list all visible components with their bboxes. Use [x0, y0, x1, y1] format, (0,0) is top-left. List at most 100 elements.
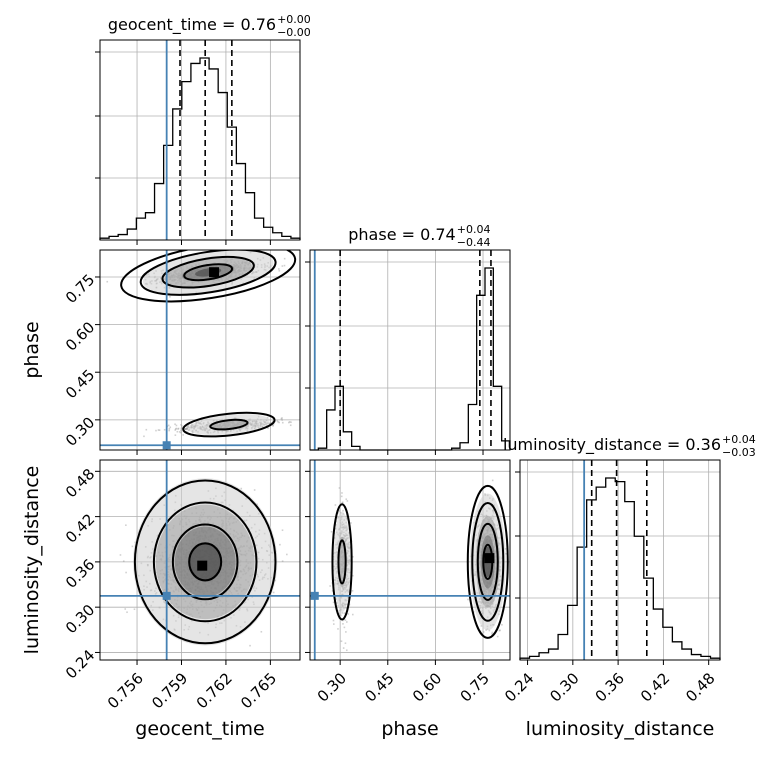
x-axis-label-phase: phase: [381, 718, 438, 740]
x-tick-label: 0.45: [361, 669, 397, 705]
contour-level-1: [182, 411, 276, 438]
sample-point: [143, 435, 145, 438]
truth-marker: [162, 591, 171, 600]
sample-point: [157, 429, 160, 431]
x-axis-label-luminosity_distance: luminosity_distance: [526, 718, 715, 740]
sample-point: [278, 421, 280, 424]
sample-point: [119, 554, 122, 556]
sample-point: [268, 422, 270, 425]
sample-point: [344, 619, 347, 621]
sample-point: [341, 612, 343, 614]
sample-point: [266, 416, 269, 419]
panel-title-sup-luminosity_distance: +0.04: [722, 433, 756, 446]
sample-point: [330, 530, 333, 533]
sample-point: [191, 423, 193, 425]
sample-point: [174, 423, 176, 426]
x-tick-label: 0.48: [682, 669, 718, 705]
sample-point: [289, 424, 292, 427]
sample-point: [167, 424, 170, 427]
x-tick-label: 0.759: [148, 669, 191, 712]
sample-point: [145, 428, 148, 431]
panel-frame-0-0: [99, 39, 301, 241]
sample-point: [184, 428, 187, 431]
sample-point: [345, 498, 348, 501]
sample-point: [335, 602, 338, 604]
sample-point: [277, 421, 279, 423]
sample-point: [340, 614, 342, 617]
x-tick-label: 0.24: [501, 669, 537, 705]
x-tick-label: 0.765: [237, 669, 280, 712]
sample-point: [332, 601, 335, 604]
sample-point: [175, 424, 178, 427]
panel-title-sub-luminosity_distance: −0.03: [722, 446, 756, 459]
sample-point: [346, 518, 348, 520]
panel-title-sup-phase: +0.04: [457, 223, 491, 236]
sample-point: [181, 425, 183, 427]
sample-point: [186, 430, 188, 433]
sample-point: [176, 430, 179, 433]
contour-level-2: [152, 501, 258, 623]
sample-point: [179, 431, 182, 434]
x-tick-label: 0.75: [457, 669, 493, 705]
sample-point: [346, 621, 348, 623]
sample-point: [260, 630, 263, 633]
sample-point: [345, 631, 347, 633]
sample-point: [126, 611, 128, 614]
contour-level-1: [171, 523, 239, 601]
contour-level-1: [161, 255, 255, 289]
sample-point: [342, 647, 345, 649]
sample-point: [281, 265, 284, 267]
panel-title-sub-geocent_time: −0.00: [277, 26, 311, 39]
x-tick-label: 0.762: [193, 669, 236, 712]
sample-point: [352, 555, 354, 558]
sample-point: [332, 619, 335, 622]
scatter-geocent_time-phase: [106, 250, 297, 438]
sample-point: [272, 591, 275, 594]
sample-point: [467, 598, 469, 601]
sample-point: [281, 419, 283, 421]
sample-point: [498, 629, 501, 632]
histogram-geocent_time: [99, 57, 301, 240]
sample-point: [131, 545, 134, 548]
sample-point: [347, 613, 349, 615]
sample-point: [351, 590, 354, 592]
sample-point: [286, 553, 288, 556]
sample-point: [185, 428, 188, 430]
sample-point: [276, 419, 279, 422]
scatter-phase-luminosity_distance: [329, 479, 509, 652]
sample-point: [288, 421, 290, 424]
x-tick-label: 0.30: [546, 669, 582, 705]
contour-level-3: [133, 479, 277, 645]
panel-frame-0-2: [99, 459, 301, 661]
y-tick-label: 0.42: [62, 510, 98, 546]
density-peak: [484, 553, 495, 564]
x-tick-label: 0.756: [104, 669, 147, 712]
sample-point: [288, 421, 291, 423]
sample-point: [265, 424, 268, 427]
sample-point: [175, 427, 178, 430]
sample-point: [488, 629, 491, 632]
contour-level-3: [120, 250, 297, 303]
panel-frame-0-1: [99, 249, 301, 451]
sample-point: [174, 428, 177, 430]
y-tick-label: 0.48: [62, 465, 98, 501]
sample-point: [169, 296, 171, 298]
sample-point: [186, 427, 189, 430]
sample-point: [186, 428, 188, 431]
y-axis-label-luminosity_distance: luminosity_distance: [21, 466, 43, 655]
sample-point: [122, 560, 125, 563]
grid-2-2: [520, 460, 720, 660]
contour-level-2: [139, 250, 277, 296]
sample-point: [168, 429, 170, 432]
sample-point: [283, 264, 286, 267]
sample-point: [329, 585, 331, 587]
contour-level-1: [331, 503, 353, 621]
sample-point: [338, 487, 341, 489]
sample-point: [180, 424, 182, 426]
sample-point: [283, 257, 286, 260]
sample-point: [278, 269, 281, 272]
contour-level-0: [337, 539, 347, 585]
x-axis-label-geocent_time: geocent_time: [135, 718, 264, 740]
sample-point: [505, 552, 507, 555]
